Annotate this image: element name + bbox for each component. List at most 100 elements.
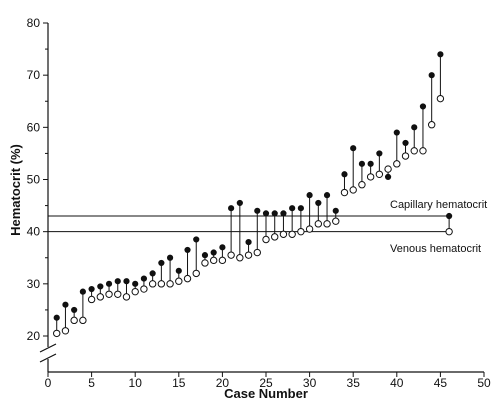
venous-point [271, 233, 279, 241]
capillary-point [376, 150, 383, 157]
venous-point [445, 227, 453, 236]
y-tick-label: 60 [27, 120, 41, 134]
venous-point [105, 290, 113, 298]
capillary-point [289, 205, 296, 212]
y-tick-label: 50 [27, 173, 41, 187]
venous-point [375, 170, 384, 178]
capillary-point [280, 210, 287, 217]
venous-point [410, 147, 418, 155]
y-tick-label: 70 [27, 68, 41, 82]
venous-point [79, 316, 87, 325]
x-tick-label: 0 [45, 376, 52, 390]
capillary-point [210, 249, 217, 256]
venous-point [262, 235, 270, 244]
venous-point [349, 186, 357, 194]
y-tick-label: 20 [27, 329, 41, 343]
x-tick-label: 30 [303, 376, 317, 390]
capillary-point [97, 283, 104, 290]
venous-point [53, 329, 61, 338]
venous-point [87, 295, 96, 304]
capillary-point [71, 306, 78, 314]
venous-reference-label: Venous hematocrit [390, 243, 481, 255]
capillary-point [105, 280, 113, 287]
venous-point [192, 269, 200, 278]
x-tick-label: 40 [390, 376, 404, 390]
venous-point [61, 327, 70, 335]
venous-point [288, 230, 296, 238]
capillary-point [123, 278, 130, 285]
capillary-point [88, 285, 95, 293]
capillary-point [193, 236, 200, 243]
capillary-point [341, 171, 348, 178]
venous-point [332, 217, 340, 225]
venous-point [209, 256, 218, 265]
venous-point [244, 251, 253, 259]
venous-point [427, 121, 436, 129]
data-points [53, 51, 453, 338]
y-tick-label: 80 [27, 16, 41, 30]
capillary-point [315, 199, 322, 207]
x-tick-label: 50 [477, 376, 491, 390]
venous-point [314, 220, 323, 228]
venous-point [236, 254, 244, 262]
axis-break-mark [39, 343, 57, 353]
capillary-point [297, 205, 304, 212]
x-tick-label: 45 [434, 376, 448, 390]
venous-point [323, 220, 331, 228]
reference-lines [48, 215, 450, 233]
venous-point [366, 173, 375, 181]
venous-point [218, 256, 227, 265]
venous-point [114, 290, 122, 298]
venous-point [393, 160, 401, 168]
capillary-reference-label: Capillary hematocrit [390, 199, 487, 211]
capillary-point [332, 207, 339, 214]
venous-point [70, 316, 78, 325]
venous-point [401, 152, 410, 160]
capillary-point [419, 103, 427, 110]
capillary-point [402, 139, 409, 147]
x-tick-label: 25 [259, 376, 273, 390]
venous-point [148, 280, 157, 288]
capillary-point [114, 278, 121, 285]
capillary-point [79, 288, 86, 295]
venous-point [175, 277, 183, 285]
capillary-point [175, 267, 182, 274]
venous-point [358, 181, 366, 189]
capillary-point [228, 205, 235, 212]
venous-point [201, 259, 209, 267]
capillary-point [262, 210, 270, 217]
venous-point [384, 165, 392, 173]
capillary-point [158, 259, 165, 267]
venous-point [279, 230, 288, 238]
capillary-point [132, 280, 139, 287]
venous-point [122, 293, 131, 301]
y-tick-label: 30 [27, 277, 41, 291]
venous-point [436, 94, 445, 103]
venous-point [183, 274, 192, 283]
venous-point [166, 280, 174, 288]
capillary-point [350, 145, 357, 152]
axis-break-mark [39, 353, 57, 363]
capillary-point [428, 72, 435, 79]
x-tick-label: 35 [347, 376, 361, 390]
capillary-point [384, 173, 392, 180]
x-tick-label: 15 [172, 376, 186, 390]
capillary-point [62, 301, 69, 308]
venous-point [96, 293, 105, 301]
venous-point [419, 147, 427, 155]
labels: Case Number Hematocrit (%) Capillary hem… [8, 144, 487, 401]
capillary-point [306, 192, 313, 199]
capillary-point [254, 207, 261, 214]
venous-point [157, 280, 166, 288]
capillary-point [446, 212, 453, 220]
venous-point [253, 248, 261, 257]
venous-point [227, 251, 235, 259]
axes [39, 23, 484, 373]
capillary-point [393, 129, 400, 136]
capillary-point [411, 124, 418, 131]
x-tick-label: 5 [88, 376, 95, 390]
y-tick-label: 40 [27, 225, 41, 239]
capillary-point [437, 51, 444, 58]
capillary-point [53, 314, 60, 321]
